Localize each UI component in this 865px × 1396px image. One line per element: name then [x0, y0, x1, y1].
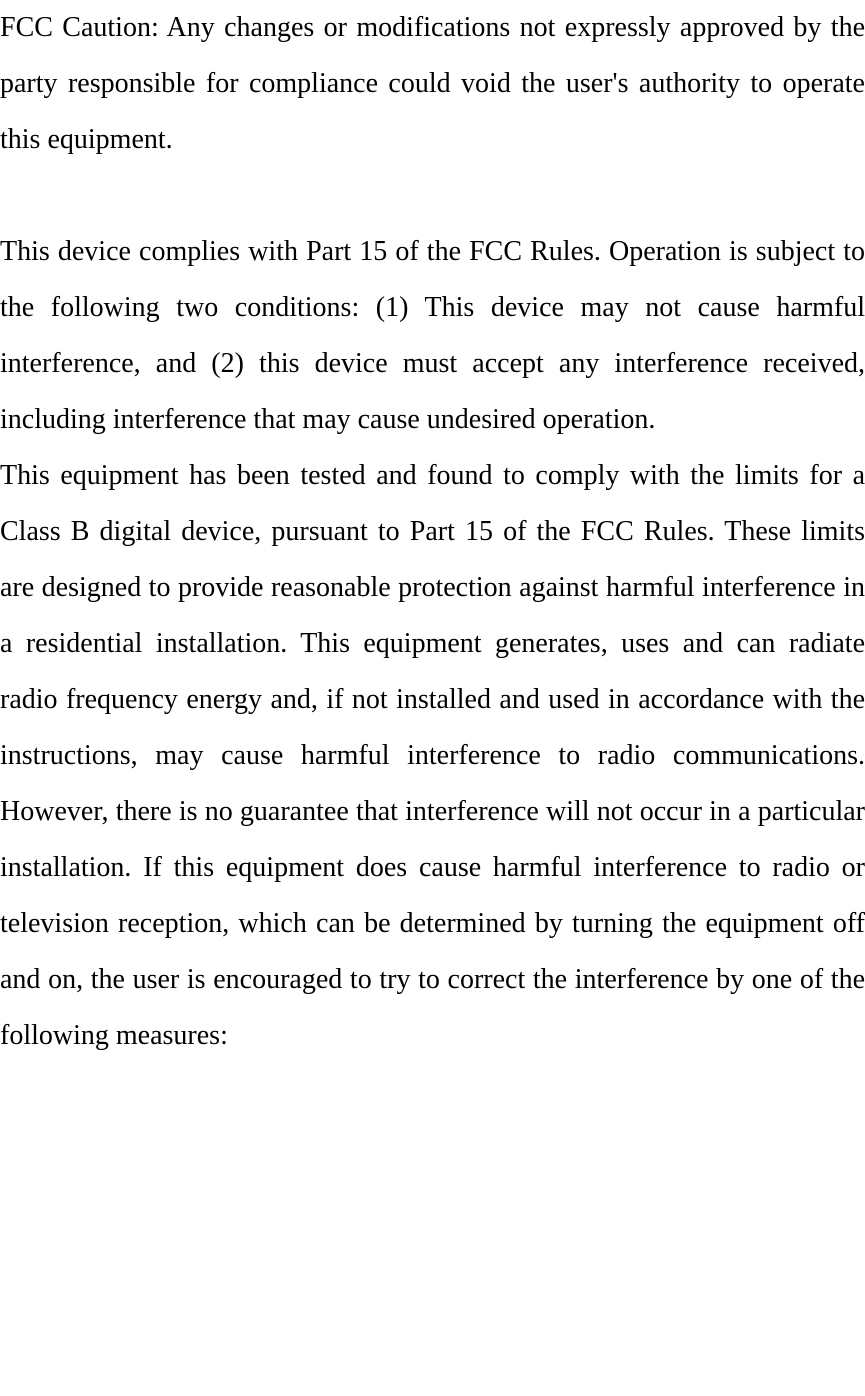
- paragraph-spacer: [0, 168, 865, 224]
- document-page: FCC Caution: Any changes or modification…: [0, 0, 865, 1064]
- fcc-caution-paragraph: FCC Caution: Any changes or modification…: [0, 0, 865, 168]
- fcc-compliance-paragraph: This device complies with Part 15 of the…: [0, 224, 865, 448]
- fcc-equipment-tested-paragraph: This equipment has been tested and found…: [0, 448, 865, 1064]
